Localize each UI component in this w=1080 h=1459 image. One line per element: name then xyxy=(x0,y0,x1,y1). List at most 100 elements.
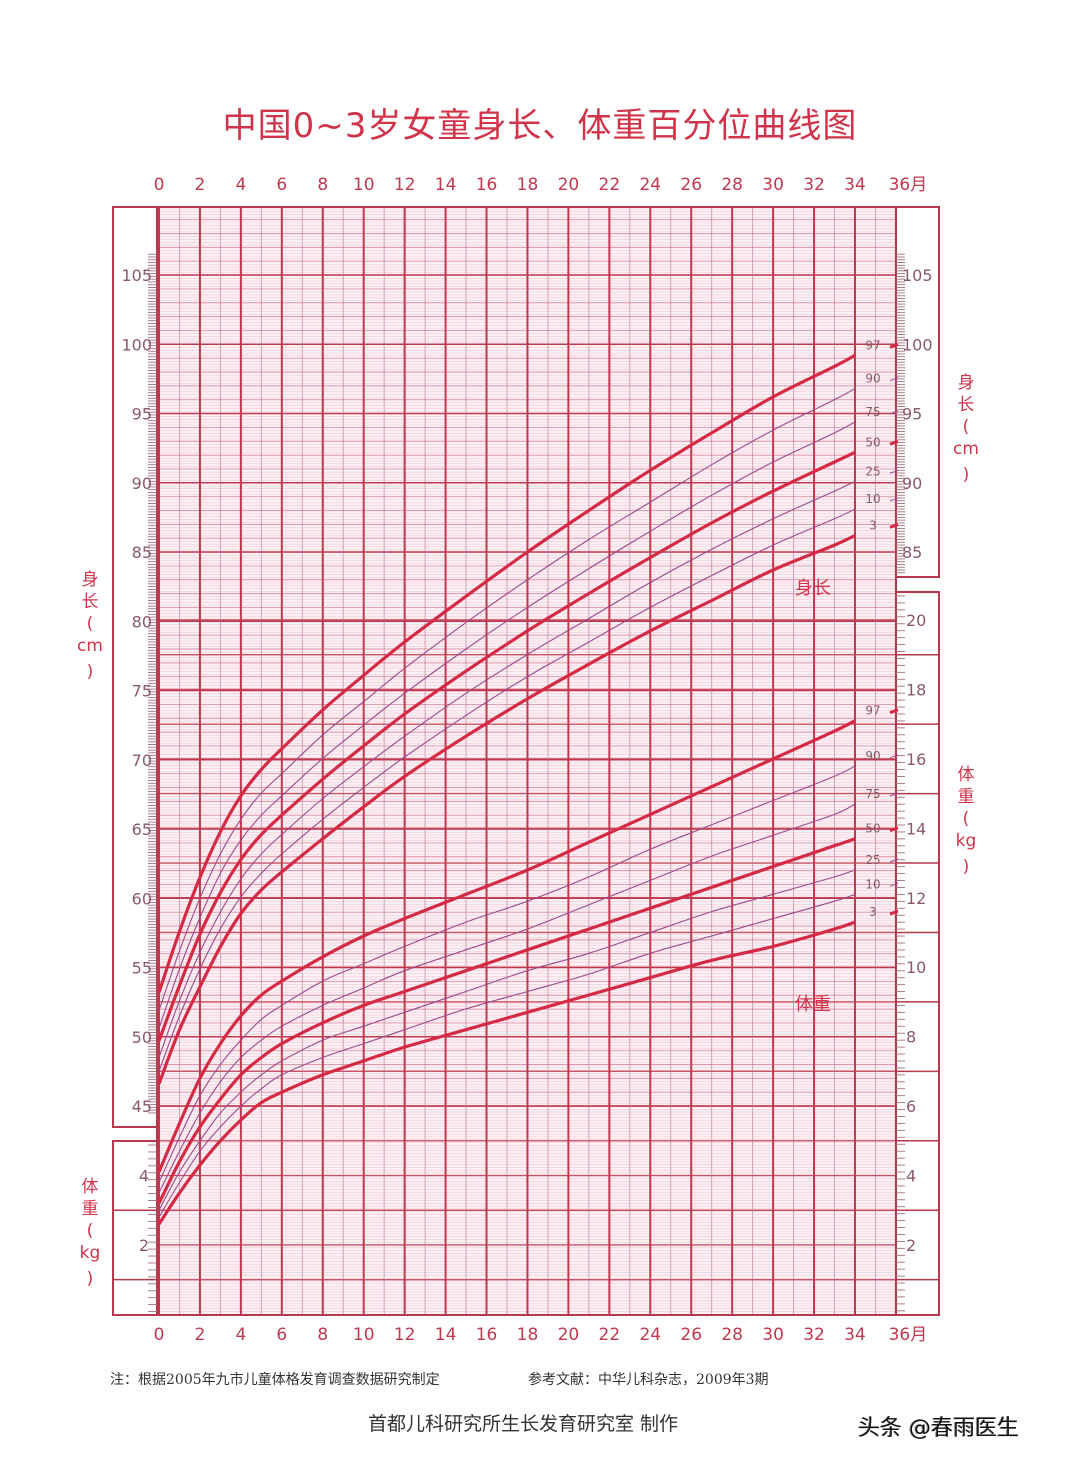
weight-curve-p25 xyxy=(158,869,856,1211)
month-tick-bottom: 28 xyxy=(721,1325,743,1345)
height-axis-title-right: 身 xyxy=(958,373,975,393)
month-tick-bottom: 36月 xyxy=(889,1325,928,1345)
weight-curve-p97 xyxy=(157,719,856,1173)
height-axis-title-left: ( xyxy=(87,614,94,634)
axes xyxy=(148,253,905,1313)
height-curve-p75 xyxy=(158,421,856,1029)
height-axis-title-right: 长 xyxy=(958,395,975,415)
height-section-label: 身长 xyxy=(795,578,831,599)
right-weight-frame xyxy=(895,591,940,1316)
percentile-marker xyxy=(889,522,899,529)
weight-axis-title-left: 体 xyxy=(82,1177,99,1197)
percentile-label: 75 xyxy=(865,787,880,801)
watermark: 头条 @春雨医生 xyxy=(858,1416,1019,1441)
month-tick-bottom: 8 xyxy=(317,1325,328,1345)
percentile-label: 25 xyxy=(865,464,880,478)
weight-tick-label-left: 2 xyxy=(139,1236,149,1255)
percentile-label: 10 xyxy=(865,492,880,506)
weight-tick-label-right: 4 xyxy=(906,1167,916,1186)
weight-axis-title-right: kg xyxy=(956,831,977,851)
percentile-label: 97 xyxy=(865,704,880,718)
percentile-label: 50 xyxy=(865,822,880,836)
producer-credit: 首都儿科研究所生长发育研究室 制作 xyxy=(368,1413,679,1435)
height-axis-title-right: cm xyxy=(953,439,979,459)
percentile-marker xyxy=(889,439,899,446)
height-tick-label-left: 65 xyxy=(132,820,152,839)
height-tick-label-left: 60 xyxy=(132,889,152,908)
percentile-marker xyxy=(889,754,899,759)
chart-title: 中国0~3岁女童身长、体重百分位曲线图 xyxy=(222,106,858,146)
month-tick-bottom: 6 xyxy=(276,1325,287,1345)
height-curve-p97 xyxy=(157,353,856,993)
month-tick-top: 4 xyxy=(235,175,246,195)
month-tick-top: 14 xyxy=(435,175,457,195)
weight-axis-title-right: 体 xyxy=(958,765,975,785)
percentile-marker xyxy=(889,882,899,887)
height-tick-label-left: 95 xyxy=(132,405,152,424)
height-tick-label-right: 95 xyxy=(902,405,922,424)
height-tick-label-left: 80 xyxy=(132,612,152,631)
height-curve-p90 xyxy=(158,388,856,1011)
weight-axis-title-left: kg xyxy=(80,1243,101,1263)
month-tick-top: 2 xyxy=(195,175,206,195)
month-tick-bottom: 32 xyxy=(803,1325,825,1345)
height-tick-label-left: 105 xyxy=(121,266,152,285)
month-tick-bottom: 4 xyxy=(235,1325,246,1345)
month-tick-bottom: 12 xyxy=(394,1325,416,1345)
percentile-label: 90 xyxy=(865,749,880,763)
height-axis-title-right: ( xyxy=(963,417,970,437)
height-tick-label-left: 75 xyxy=(132,682,152,701)
percentile-marker xyxy=(889,342,899,349)
weight-axis-title-left: ) xyxy=(87,1269,94,1289)
percentile-marker xyxy=(889,792,899,797)
percentile-marker xyxy=(889,497,899,502)
month-tick-top: 18 xyxy=(517,175,539,195)
weight-tick-label-right: 10 xyxy=(906,958,926,977)
month-tick-top: 28 xyxy=(721,175,743,195)
right-height-frame xyxy=(895,206,940,578)
weight-section-label: 体重 xyxy=(795,994,831,1015)
height-axis-title-left: ) xyxy=(87,662,94,682)
weight-axis-title-right: ( xyxy=(963,809,970,829)
footnote-source: 注：根据2005年九市儿童体格发育调查数据研究制定 xyxy=(110,1372,440,1388)
percentile-marker xyxy=(889,909,899,916)
percentile-label: 90 xyxy=(865,372,880,386)
height-curve-p3 xyxy=(157,533,856,1085)
month-tick-top: 32 xyxy=(803,175,825,195)
height-tick-label-left: 70 xyxy=(132,751,152,770)
weight-axis-title-left: ( xyxy=(87,1221,94,1241)
month-tick-bottom: 20 xyxy=(558,1325,580,1345)
month-tick-bottom: 30 xyxy=(762,1325,784,1345)
month-tick-bottom: 22 xyxy=(599,1325,621,1345)
height-tick-label-left: 90 xyxy=(132,474,152,493)
height-curve-p50 xyxy=(157,450,856,1042)
percentile-marker xyxy=(889,410,899,415)
month-tick-top: 34 xyxy=(844,175,866,195)
height-axis-title-right: ) xyxy=(963,465,970,485)
percentile-marker xyxy=(889,858,899,863)
month-tick-bottom: 2 xyxy=(195,1325,206,1345)
percentile-label: 97 xyxy=(865,338,880,352)
percentile-marker xyxy=(889,469,899,474)
month-tick-top: 6 xyxy=(276,175,287,195)
weight-tick-label-left: 4 xyxy=(139,1167,149,1186)
height-tick-label-left: 50 xyxy=(132,1028,152,1047)
weight-tick-label-right: 2 xyxy=(906,1236,916,1255)
height-curve-p25 xyxy=(158,480,856,1058)
weight-curve-p75 xyxy=(158,803,856,1194)
percentile-marker xyxy=(889,377,899,382)
height-axis-title-left: 长 xyxy=(82,592,99,612)
weight-tick-label-right: 12 xyxy=(906,889,926,908)
month-tick-top: 8 xyxy=(317,175,328,195)
height-tick-label-left: 100 xyxy=(121,335,152,354)
month-tick-bottom: 26 xyxy=(680,1325,702,1345)
month-tick-top: 12 xyxy=(394,175,416,195)
month-tick-top: 20 xyxy=(558,175,580,195)
height-tick-label-right: 90 xyxy=(902,474,922,493)
percentile-label: 3 xyxy=(869,518,877,532)
month-tick-bottom: 14 xyxy=(435,1325,457,1345)
month-tick-bottom: 24 xyxy=(639,1325,661,1345)
weight-tick-label-right: 18 xyxy=(906,680,926,699)
month-tick-top: 30 xyxy=(762,175,784,195)
